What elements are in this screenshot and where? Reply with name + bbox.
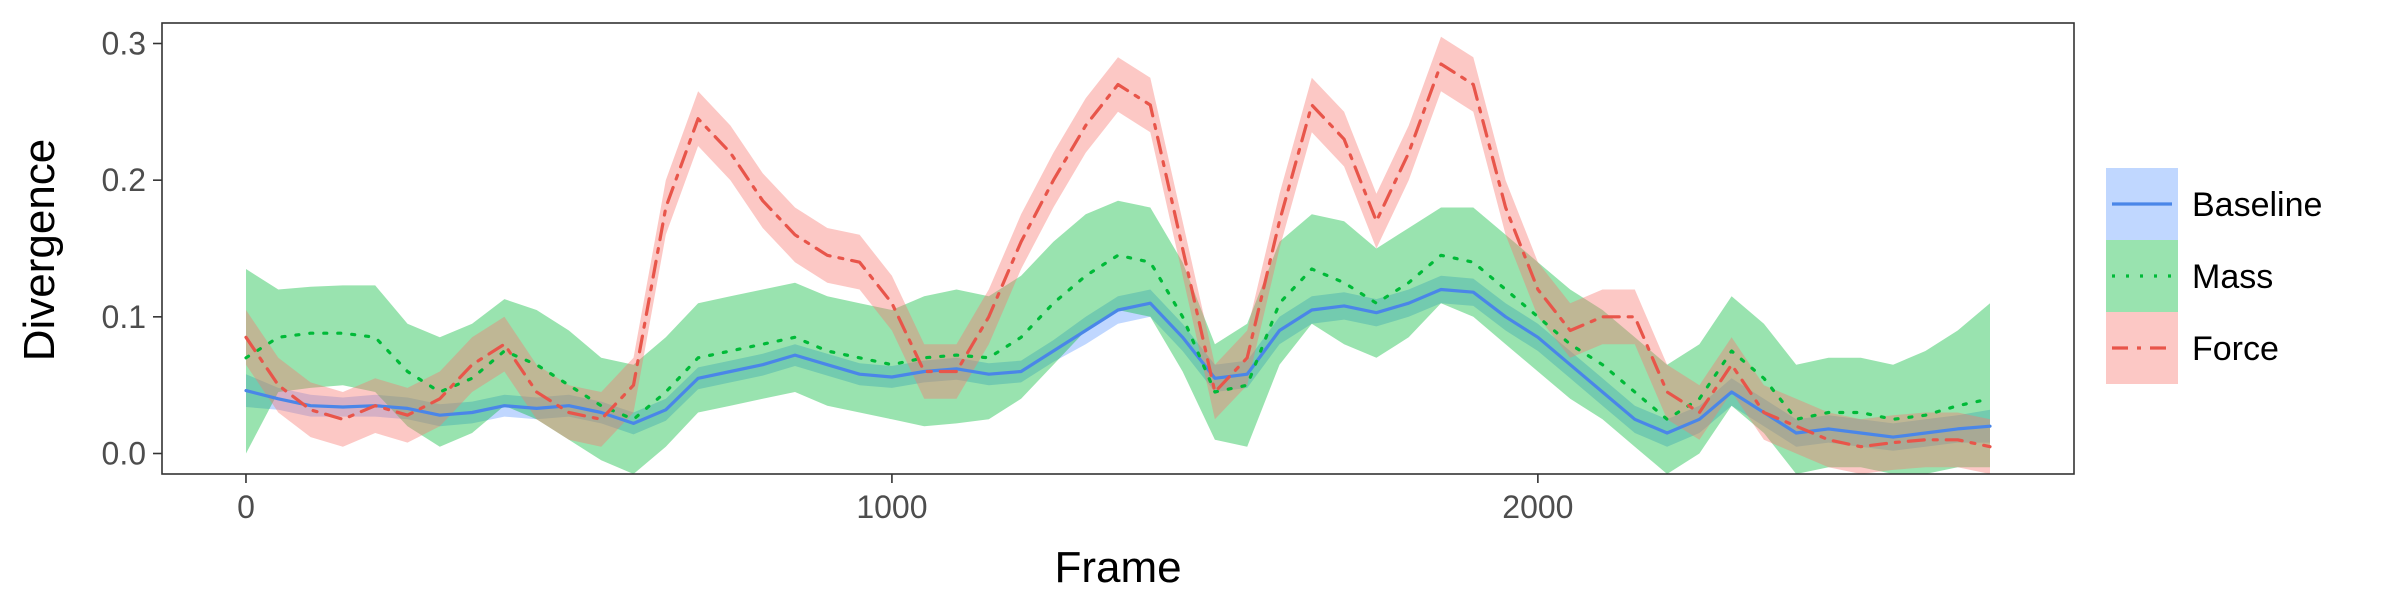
line-mass — [244, 253, 1992, 421]
line-force — [244, 62, 1992, 449]
x-tick-label: 0 — [237, 489, 255, 525]
legend-label-force: Force — [2192, 330, 2279, 368]
ribbon-mass — [246, 200, 1990, 474]
x-tick-label: 2000 — [1502, 489, 1573, 525]
y-tick-label: 0.2 — [102, 162, 146, 198]
y-axis: 0.0 0.1 0.2 0.3 — [102, 26, 162, 472]
y-tick-label: 0.0 — [102, 436, 146, 472]
x-tick-label: 1000 — [856, 489, 927, 525]
x-axis-title: Frame — [1054, 543, 1181, 592]
line-baseline — [244, 287, 1992, 439]
plot-background — [162, 23, 2074, 474]
plot-panel-border — [161, 22, 2075, 475]
y-tick-label: 0.3 — [102, 26, 146, 62]
series-lines — [244, 62, 1992, 449]
legend: Baseline Mass Force — [2106, 168, 2322, 384]
y-axis-title: Divergence — [15, 139, 64, 362]
ribbon-force — [246, 36, 1990, 474]
x-axis: 0 1000 2000 — [237, 474, 1573, 525]
legend-label-baseline: Baseline — [2192, 186, 2322, 224]
y-tick-label: 0.1 — [102, 299, 146, 335]
legend-label-mass: Mass — [2192, 258, 2273, 296]
